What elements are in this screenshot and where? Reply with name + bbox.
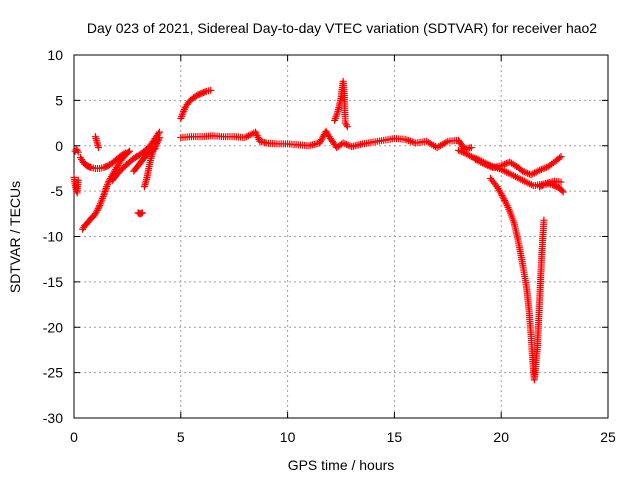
data-point <box>104 179 112 187</box>
x-axis-label: GPS time / hours <box>288 457 395 473</box>
data-point <box>537 166 545 174</box>
y-tick-label: 0 <box>55 138 63 154</box>
data-point <box>459 148 467 156</box>
data-point <box>138 209 146 217</box>
data-point <box>480 160 488 168</box>
y-tick-label: -30 <box>43 410 63 426</box>
data-point <box>154 137 162 145</box>
data-point <box>74 148 82 156</box>
data-point <box>478 159 486 167</box>
data-point <box>497 162 505 170</box>
data-point <box>343 140 351 148</box>
data-point <box>466 152 474 160</box>
y-tick-label: -5 <box>51 183 64 199</box>
data-point <box>497 190 505 198</box>
data-point <box>534 167 542 175</box>
data-point <box>151 143 159 151</box>
data-point <box>153 138 161 146</box>
data-point <box>499 193 507 201</box>
x-tick-label: 15 <box>387 429 403 445</box>
data-point <box>498 191 506 199</box>
data-point <box>341 140 349 148</box>
data-point <box>150 146 158 154</box>
data-point <box>155 135 163 143</box>
data-point <box>522 169 530 177</box>
data-point <box>207 86 215 94</box>
data-point <box>499 161 507 169</box>
data-point <box>343 123 351 131</box>
data-point <box>344 141 352 149</box>
y-tick-label: -25 <box>43 365 63 381</box>
axis-ticks <box>73 54 609 419</box>
data-point <box>558 187 566 195</box>
data-point <box>501 160 509 168</box>
y-tick-label: -10 <box>43 229 63 245</box>
data-point <box>405 137 413 145</box>
data-point <box>467 153 475 161</box>
data-point <box>557 178 565 186</box>
data-point <box>540 216 548 224</box>
x-tick-label: 10 <box>280 429 296 445</box>
y-axis-label: SDTVAR / TECUs <box>7 181 23 293</box>
data-point <box>93 206 101 214</box>
data-point <box>536 166 544 174</box>
data-point <box>339 139 347 147</box>
data-point <box>406 137 414 145</box>
data-point <box>467 144 475 152</box>
data-point <box>94 205 102 213</box>
data-point <box>201 88 209 96</box>
y-tick-label: 5 <box>55 92 63 108</box>
data-point <box>155 134 163 142</box>
data-point <box>456 147 464 155</box>
data-point <box>105 177 113 185</box>
data-point <box>124 148 132 156</box>
data-point <box>484 161 492 169</box>
y-tick-label: 10 <box>47 47 63 63</box>
data-point <box>95 144 103 152</box>
data-point <box>152 141 160 149</box>
data-point <box>520 168 528 176</box>
data-point <box>149 147 157 155</box>
data-point <box>126 147 134 155</box>
tick-labels: 0 5 10 15 20 25 10 5 0 -5 -10 -15 -20 -25 -30 <box>43 47 616 445</box>
data-point <box>556 154 564 162</box>
data-point <box>458 148 466 156</box>
data-point <box>519 167 527 175</box>
data-point <box>485 162 493 170</box>
data-point <box>539 165 547 173</box>
data-point <box>150 144 158 152</box>
x-tick-label: 20 <box>493 429 509 445</box>
data-point <box>500 195 508 203</box>
data-point <box>74 176 82 184</box>
data-point <box>538 181 546 189</box>
chart-title: Day 023 of 2021, Sidereal Day-to-day VTE… <box>87 20 597 36</box>
y-tick-label: -20 <box>43 319 63 335</box>
data-point <box>501 196 509 204</box>
data-point <box>153 140 161 148</box>
data-point <box>403 136 411 144</box>
data-point <box>541 164 549 172</box>
x-tick-label: 25 <box>600 429 616 445</box>
data-point <box>482 161 490 169</box>
y-tick-label: -15 <box>43 274 63 290</box>
x-tick-label: 0 <box>70 429 78 445</box>
data-point <box>342 121 350 129</box>
data-point <box>95 203 103 211</box>
data-point <box>559 188 567 196</box>
data-point <box>332 113 340 121</box>
data-point <box>408 138 416 146</box>
data-point <box>557 153 565 161</box>
data-point <box>454 146 462 154</box>
data-points <box>70 77 567 384</box>
x-tick-label: 5 <box>177 429 185 445</box>
